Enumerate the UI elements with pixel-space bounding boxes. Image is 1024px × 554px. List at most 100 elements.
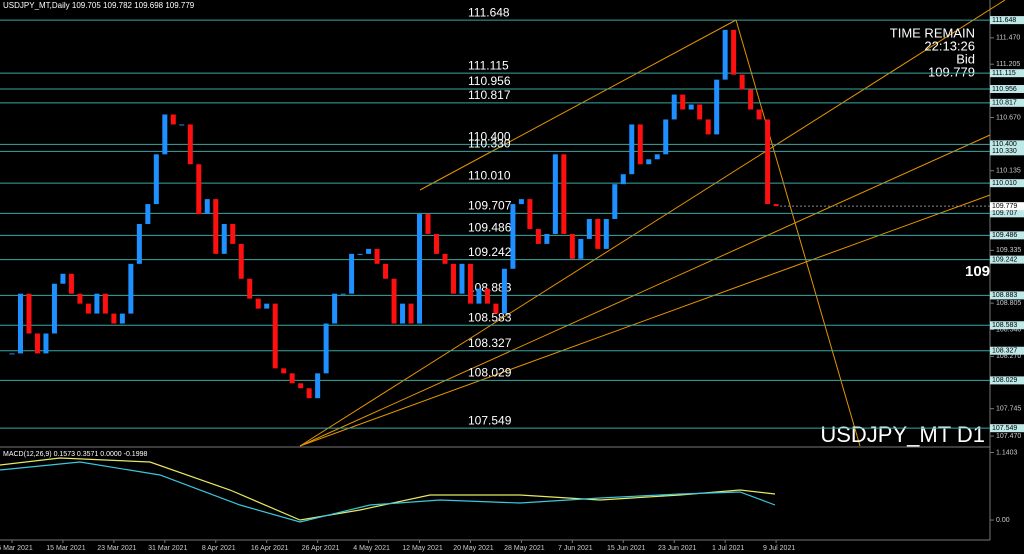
level-tag-label: 108.583	[992, 322, 1017, 329]
candle	[170, 114, 176, 125]
level-tag-label: 109.486	[992, 232, 1017, 239]
candle	[247, 278, 253, 299]
candle	[306, 388, 312, 399]
candle	[357, 253, 363, 255]
level-tag	[990, 179, 1024, 188]
level-tag-label: 111.115	[992, 70, 1016, 77]
candle	[77, 293, 83, 304]
candle	[476, 288, 482, 304]
macd-lines	[0, 457, 776, 523]
candle	[383, 263, 389, 279]
level-label: 108.583	[468, 310, 512, 324]
candle	[417, 214, 423, 324]
level-tag-label: 110.330	[992, 148, 1017, 155]
candle	[145, 204, 151, 224]
candle	[731, 29, 737, 75]
macd-tick-label: 1.1403	[996, 449, 1018, 456]
y-tick-label: 110.135	[996, 168, 1021, 175]
y-tick-label: 110.670	[996, 114, 1021, 121]
level-label: 107.549	[468, 413, 512, 427]
level-tag-label: 108.327	[992, 348, 1017, 355]
x-tick-label: 1 Jul 2021	[712, 545, 744, 552]
level-tag-label: 110.817	[992, 100, 1017, 107]
bid-tag	[990, 202, 1024, 211]
x-tick-label: 9 Jul 2021	[763, 545, 795, 552]
candle	[179, 124, 185, 126]
candle	[680, 94, 686, 110]
candle	[756, 109, 762, 120]
candle	[128, 263, 134, 314]
level-tag	[990, 376, 1024, 385]
level-label: 110.010	[468, 168, 511, 182]
candle	[26, 293, 32, 334]
candle	[561, 154, 567, 234]
x-tick-label: 28 May 2021	[504, 545, 545, 552]
candle	[111, 313, 117, 324]
candle	[663, 119, 669, 155]
bid-tag-label: 109.779	[992, 203, 1017, 210]
macd-line	[0, 461, 776, 523]
level-tag	[990, 85, 1024, 94]
level-tag	[990, 98, 1024, 107]
macd-tick-label: 0.00	[996, 517, 1010, 524]
level-tag-label: 110.956	[992, 86, 1017, 93]
candle	[289, 373, 295, 384]
candle	[68, 273, 74, 294]
level-label: 110.817	[468, 88, 511, 102]
level-tag-label: 107.549	[992, 425, 1017, 432]
candle	[544, 233, 550, 244]
candle	[85, 303, 91, 314]
time-remain-label: TIME REMAIN	[890, 25, 975, 40]
candle	[722, 29, 728, 80]
candle	[366, 248, 372, 254]
header: USDJPY_MT,Daily 109.705 109.782 109.698 …	[3, 1, 195, 10]
candle	[493, 303, 499, 314]
level-tag	[990, 231, 1024, 240]
candle	[578, 238, 584, 259]
level-tag	[990, 424, 1024, 433]
candle	[264, 303, 270, 309]
trendline	[299, 0, 1006, 447]
macd-title: MACD(12,26,9) 0.1573 0.3571 0.0000 -0.19…	[3, 451, 147, 458]
candle	[773, 204, 779, 207]
candle	[340, 293, 346, 295]
level-label: 108.029	[468, 366, 512, 380]
candle	[510, 204, 516, 269]
candle	[552, 154, 558, 234]
candle	[238, 243, 244, 279]
candle	[391, 278, 397, 324]
candle	[603, 219, 609, 249]
candle	[518, 199, 524, 205]
x-tick-label: 8 Apr 2021	[202, 545, 236, 552]
candle	[434, 233, 439, 254]
level-tag	[990, 140, 1024, 149]
x-tick-label: 23 Mar 2021	[97, 545, 136, 552]
candle	[765, 119, 771, 205]
candle	[196, 164, 202, 215]
x-tick-label: 20 May 2021	[453, 545, 494, 552]
candle	[569, 233, 575, 259]
candle	[408, 303, 414, 324]
x-tick-label: 31 Mar 2021	[148, 545, 187, 552]
level-label: 109.242	[468, 245, 512, 259]
candle	[255, 298, 261, 309]
level-tag	[990, 69, 1024, 78]
candle	[714, 79, 720, 135]
candle	[51, 283, 57, 334]
level-tag	[990, 147, 1024, 156]
candle	[612, 184, 618, 220]
x-tick-label: 7 Jun 2021	[558, 545, 593, 552]
trendline	[299, 134, 991, 447]
y-tick-label: 108.270	[996, 353, 1021, 360]
level-tag-label: 110.010	[992, 180, 1017, 187]
candle	[17, 293, 23, 354]
candle	[586, 219, 592, 239]
y-tick-label: 108.540	[996, 326, 1021, 333]
candle	[484, 288, 490, 304]
candle	[629, 124, 635, 175]
level-label: 108.327	[468, 336, 512, 350]
candle	[204, 199, 210, 215]
candle	[43, 333, 49, 354]
level-tag	[990, 255, 1024, 264]
